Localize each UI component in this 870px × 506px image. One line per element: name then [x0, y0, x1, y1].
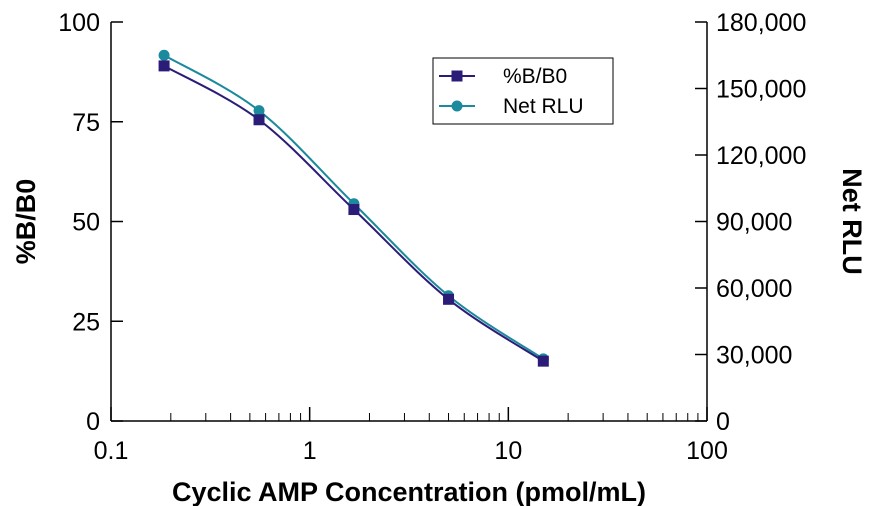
x-tick-label: 0.1 — [94, 437, 129, 465]
data-point--b-b0 — [348, 204, 360, 216]
legend-label--b-b0: %B/B0 — [503, 65, 567, 88]
y-tick-label: 50 — [72, 209, 100, 237]
legend: %B/B0 Net RLU — [432, 57, 614, 125]
tick-labels: 0.1 1 10 1000255075100030,00060,00090,00012… — [58, 9, 806, 465]
data-point--b-b0 — [443, 293, 455, 305]
y2-tick-label: 60,000 — [716, 275, 792, 303]
data-point--b-b0 — [537, 355, 549, 367]
legend-box — [432, 57, 614, 125]
series-layer — [158, 49, 549, 367]
x-tick-label: 100 — [686, 437, 728, 465]
y-axis-title: %B/B0 — [11, 179, 41, 265]
legend-label-net-rlu: Net RLU — [503, 95, 584, 118]
data-point--b-b0 — [253, 114, 265, 126]
y-tick-label: 0 — [86, 408, 100, 436]
x-tick-label: 10 — [494, 437, 522, 465]
x-axis-title: Cyclic AMP Concentration (pmol/mL) — [172, 477, 646, 506]
data-point--b-b0 — [158, 60, 170, 72]
y2-tick-label: 120,000 — [716, 142, 806, 170]
y2-tick-label: 150,000 — [716, 76, 806, 104]
y2-axis-title: Net RLU — [837, 168, 867, 275]
legend-items: %B/B0 Net RLU — [439, 65, 584, 118]
legend-marker--b-b0 — [451, 70, 463, 82]
x-tick-label: 1 — [303, 437, 317, 465]
legend-marker-net-rlu — [451, 100, 463, 112]
y-tick-label: 75 — [72, 109, 100, 137]
y-tick-label: 100 — [58, 9, 100, 37]
y2-tick-label: 0 — [716, 408, 730, 436]
y2-tick-label: 180,000 — [716, 9, 806, 37]
y2-tick-label: 90,000 — [716, 209, 792, 237]
y2-tick-label: 30,000 — [716, 342, 792, 370]
data-point-net-rlu — [158, 49, 170, 61]
data-point-net-rlu — [253, 105, 265, 117]
axes — [110, 21, 708, 422]
y-tick-label: 25 — [72, 308, 100, 336]
